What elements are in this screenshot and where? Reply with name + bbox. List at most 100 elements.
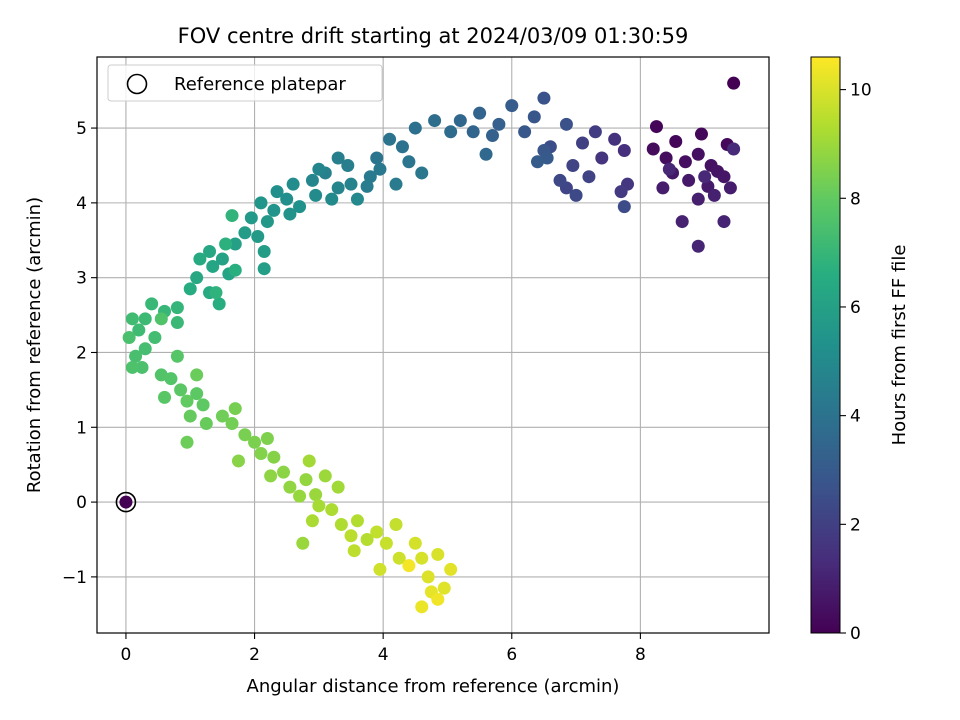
data-point (415, 166, 429, 180)
data-point (662, 162, 676, 176)
data-point (360, 532, 374, 546)
data-point (437, 581, 451, 595)
y-tick-label: 3 (76, 269, 87, 289)
colorbar-tick-label: 6 (850, 298, 861, 318)
data-point (158, 390, 172, 404)
data-point (248, 435, 262, 449)
y-axis-ticks: −1 0 1 2 3 4 5 (62, 119, 97, 588)
data-point (276, 465, 290, 479)
data-point (251, 230, 265, 244)
data-point (180, 394, 194, 408)
data-point (350, 192, 364, 206)
data-point (608, 132, 622, 146)
data-point (389, 177, 403, 191)
data-point (170, 316, 184, 330)
reference-point-ring (115, 491, 137, 513)
data-point (675, 215, 689, 229)
data-point (196, 398, 210, 412)
data-point (360, 179, 374, 193)
colorbar-tick-label: 0 (850, 624, 861, 644)
data-point (691, 192, 705, 206)
data-point (312, 162, 326, 176)
data-point (415, 600, 429, 614)
data-point (193, 252, 207, 266)
colorbar-ticks: 0 2 4 6 8 10 (840, 81, 872, 644)
data-point (444, 562, 458, 576)
data-point (431, 592, 445, 606)
data-point (283, 207, 297, 221)
data-point (257, 244, 271, 258)
data-point (318, 469, 332, 483)
data-point (649, 120, 663, 134)
data-point (707, 188, 721, 202)
data-point (305, 514, 319, 528)
data-point (402, 559, 416, 573)
data-point (379, 536, 393, 550)
data-point (325, 192, 339, 206)
data-point (132, 323, 146, 337)
data-point (717, 170, 731, 184)
data-point (280, 192, 294, 206)
data-point (691, 147, 705, 161)
data-point (473, 106, 487, 120)
y-tick-label: −1 (62, 568, 87, 588)
legend-entry-reference-platepar: Reference platepar (174, 74, 346, 95)
data-point (125, 360, 139, 374)
data-point (270, 185, 284, 199)
data-point (485, 129, 499, 143)
data-point (164, 372, 178, 386)
data-point (286, 177, 300, 191)
colorbar-tick-label: 8 (850, 189, 861, 209)
data-point (219, 237, 233, 251)
data-point (209, 286, 223, 300)
colorbar-gradient (810, 56, 841, 634)
data-point (174, 383, 188, 397)
data-point (582, 170, 596, 184)
data-point (228, 402, 242, 416)
data-point (309, 188, 323, 202)
data-point (238, 428, 252, 442)
data-point (180, 435, 194, 449)
data-point (415, 551, 429, 565)
data-point (331, 480, 345, 494)
data-point (145, 297, 159, 311)
data-point (698, 170, 712, 184)
data-point (428, 114, 442, 128)
data-point (566, 158, 580, 172)
data-point (293, 489, 307, 503)
data-point (138, 342, 152, 356)
data-point (431, 547, 445, 561)
x-tick-label: 4 (378, 645, 389, 665)
data-point (170, 301, 184, 315)
data-point (190, 387, 204, 401)
data-point (691, 239, 705, 253)
data-point (302, 454, 316, 468)
data-point (309, 488, 323, 502)
data-point (559, 117, 573, 131)
x-tick-label: 8 (635, 645, 646, 665)
data-point (389, 518, 403, 532)
data-point (344, 529, 358, 543)
data-point (325, 503, 339, 517)
data-point (727, 142, 741, 156)
x-axis-ticks: 0 2 4 6 8 (121, 633, 646, 665)
data-point (370, 525, 384, 539)
colorbar-tick-label: 10 (850, 81, 872, 101)
data-point (331, 151, 345, 165)
data-point (569, 188, 583, 202)
data-point (505, 99, 519, 113)
chart-title: FOV centre drift starting at 2024/03/09 … (178, 24, 689, 48)
data-point (154, 312, 168, 326)
x-tick-label: 2 (249, 645, 260, 665)
data-point (527, 110, 541, 124)
grid (97, 57, 769, 633)
data-point (148, 331, 162, 345)
data-point (183, 409, 197, 423)
y-tick-label: 0 (76, 493, 87, 513)
data-point (408, 121, 422, 135)
data-point (723, 181, 737, 195)
data-point (122, 331, 136, 345)
data-point (296, 536, 310, 550)
data-point (669, 135, 683, 149)
